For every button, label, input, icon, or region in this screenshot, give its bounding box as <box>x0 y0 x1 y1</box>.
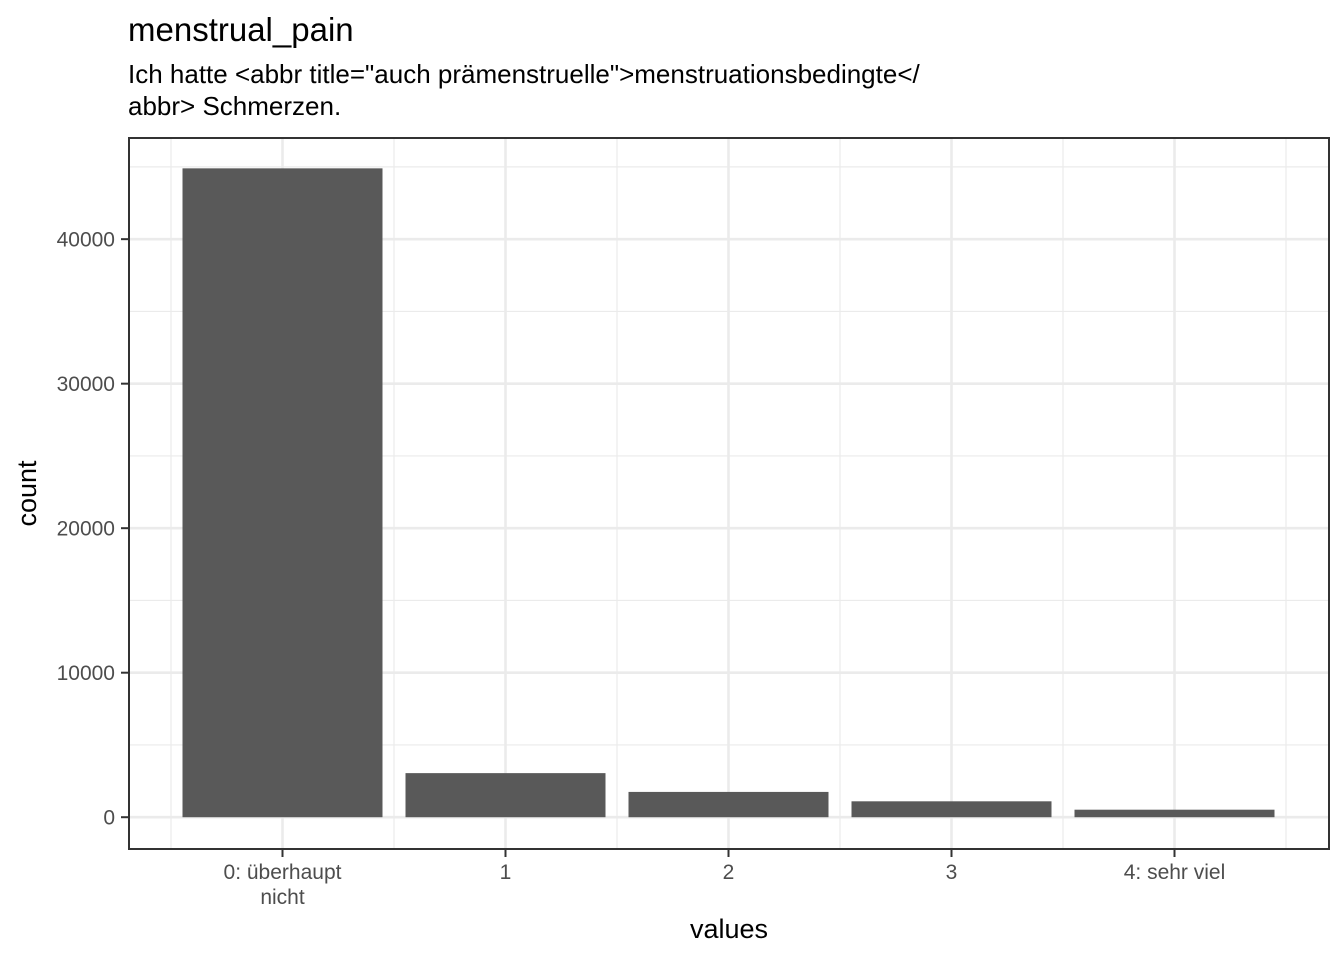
y-axis-title: count <box>12 460 42 527</box>
axis-ticks <box>121 238 1176 857</box>
chart-subtitle-line-2: abbr> Schmerzen. <box>128 91 342 121</box>
y-tick-label: 0 <box>103 807 115 830</box>
chart-title: menstrual_pain <box>128 11 354 48</box>
bar <box>1074 809 1275 818</box>
bar <box>628 791 829 818</box>
y-tick-label: 30000 <box>57 373 115 396</box>
bar <box>182 168 383 818</box>
x-tick-label: 4: sehr viel <box>1124 861 1226 884</box>
bar <box>405 773 606 818</box>
x-tick-label: 1 <box>500 861 512 884</box>
y-tick-label: 10000 <box>57 662 115 685</box>
x-tick-label: 2 <box>723 861 735 884</box>
bar <box>851 801 1052 818</box>
x-tick-label: 3 <box>946 861 958 884</box>
x-tick-label: nicht <box>260 886 305 909</box>
y-tick-label: 20000 <box>57 518 115 541</box>
x-tick-label: 0: überhaupt <box>224 861 342 884</box>
chart-subtitle: Ich hatte <abbr title="auch prämenstruel… <box>128 58 920 122</box>
bars <box>182 168 1275 818</box>
y-tick-labels: 0 10000 20000 30000 40000 <box>57 229 115 830</box>
x-axis-title: values <box>690 914 768 944</box>
y-tick-label: 40000 <box>57 229 115 252</box>
chart-subtitle-line-1: Ich hatte <abbr title="auch prämenstruel… <box>128 59 920 89</box>
